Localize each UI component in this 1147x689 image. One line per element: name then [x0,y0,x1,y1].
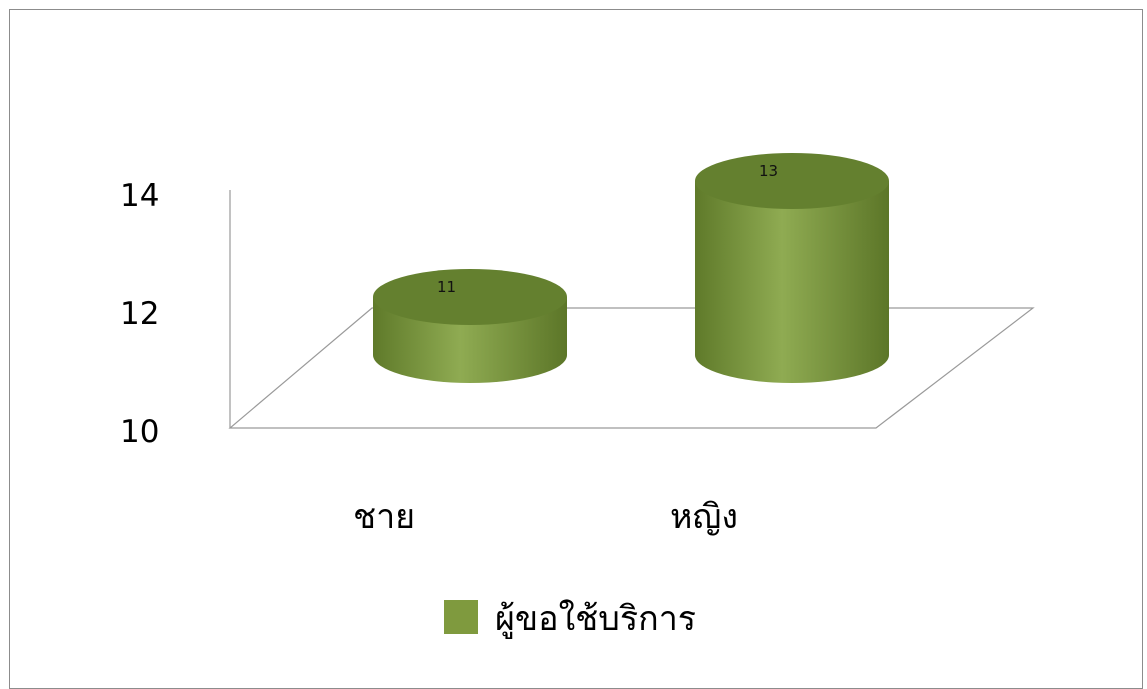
bar-body [695,181,889,383]
legend-label: ผู้ขอใช้บริการ [495,599,696,639]
y-axis-ticks: 10 12 14 [120,178,159,450]
data-label: 13 [759,162,778,180]
bar-top [373,269,567,325]
data-label: 11 [437,278,456,296]
bar-cylinder: 13 [695,153,889,383]
y-tick-label: 12 [120,296,159,332]
y-tick-label: 10 [120,414,159,450]
legend: ผู้ขอใช้บริการ [444,599,696,639]
y-tick-label: 14 [120,178,159,214]
x-axis-categories: ชาย หญิง [353,497,738,537]
bar-group: 11 13 [373,153,889,383]
bar-top [695,153,889,209]
legend-swatch [444,600,478,634]
chart-floor [228,190,1035,429]
x-category-label: ชาย [353,497,415,537]
bar-cylinder: 11 [373,269,567,383]
x-category-label: หญิง [670,497,738,537]
floor-plane [228,307,1035,429]
